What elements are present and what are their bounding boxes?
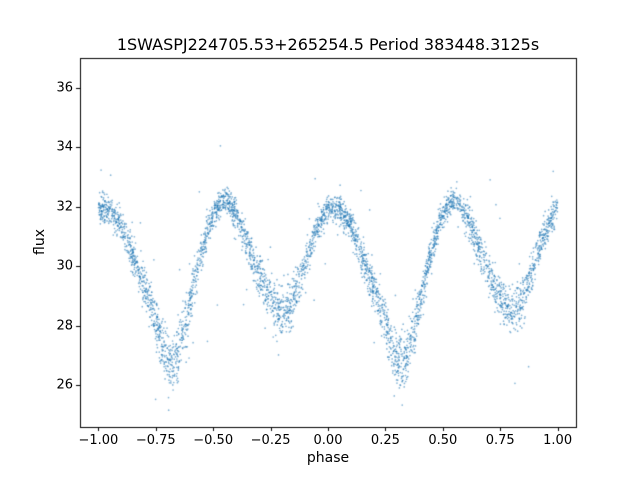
chart-title: 1SWASPJ224705.53+265254.5 Period 383448.…	[116, 35, 540, 54]
x-tick-label: −0.25	[250, 433, 291, 448]
x-tick-label: 0.25	[370, 433, 400, 448]
x-tick-label: 1.00	[543, 433, 573, 448]
x-tick-label: −0.75	[135, 433, 176, 448]
y-tick-label: 32	[56, 199, 73, 215]
x-tick-label: −1.00	[78, 433, 119, 448]
x-tick-label: 0.75	[485, 433, 515, 448]
y-tick-label: 36	[56, 80, 73, 96]
y-tick-label: 26	[56, 377, 73, 393]
x-tick-label: 0.50	[428, 433, 458, 448]
x-tick-label: −0.50	[193, 433, 234, 448]
y-axis-label: flux	[32, 229, 48, 255]
x-tick-label: 0.00	[313, 433, 343, 448]
x-axis-label: phase	[306, 450, 350, 466]
y-tick-label: 28	[56, 318, 73, 334]
y-tick-label: 34	[56, 139, 73, 155]
y-tick-label: 30	[56, 258, 73, 274]
